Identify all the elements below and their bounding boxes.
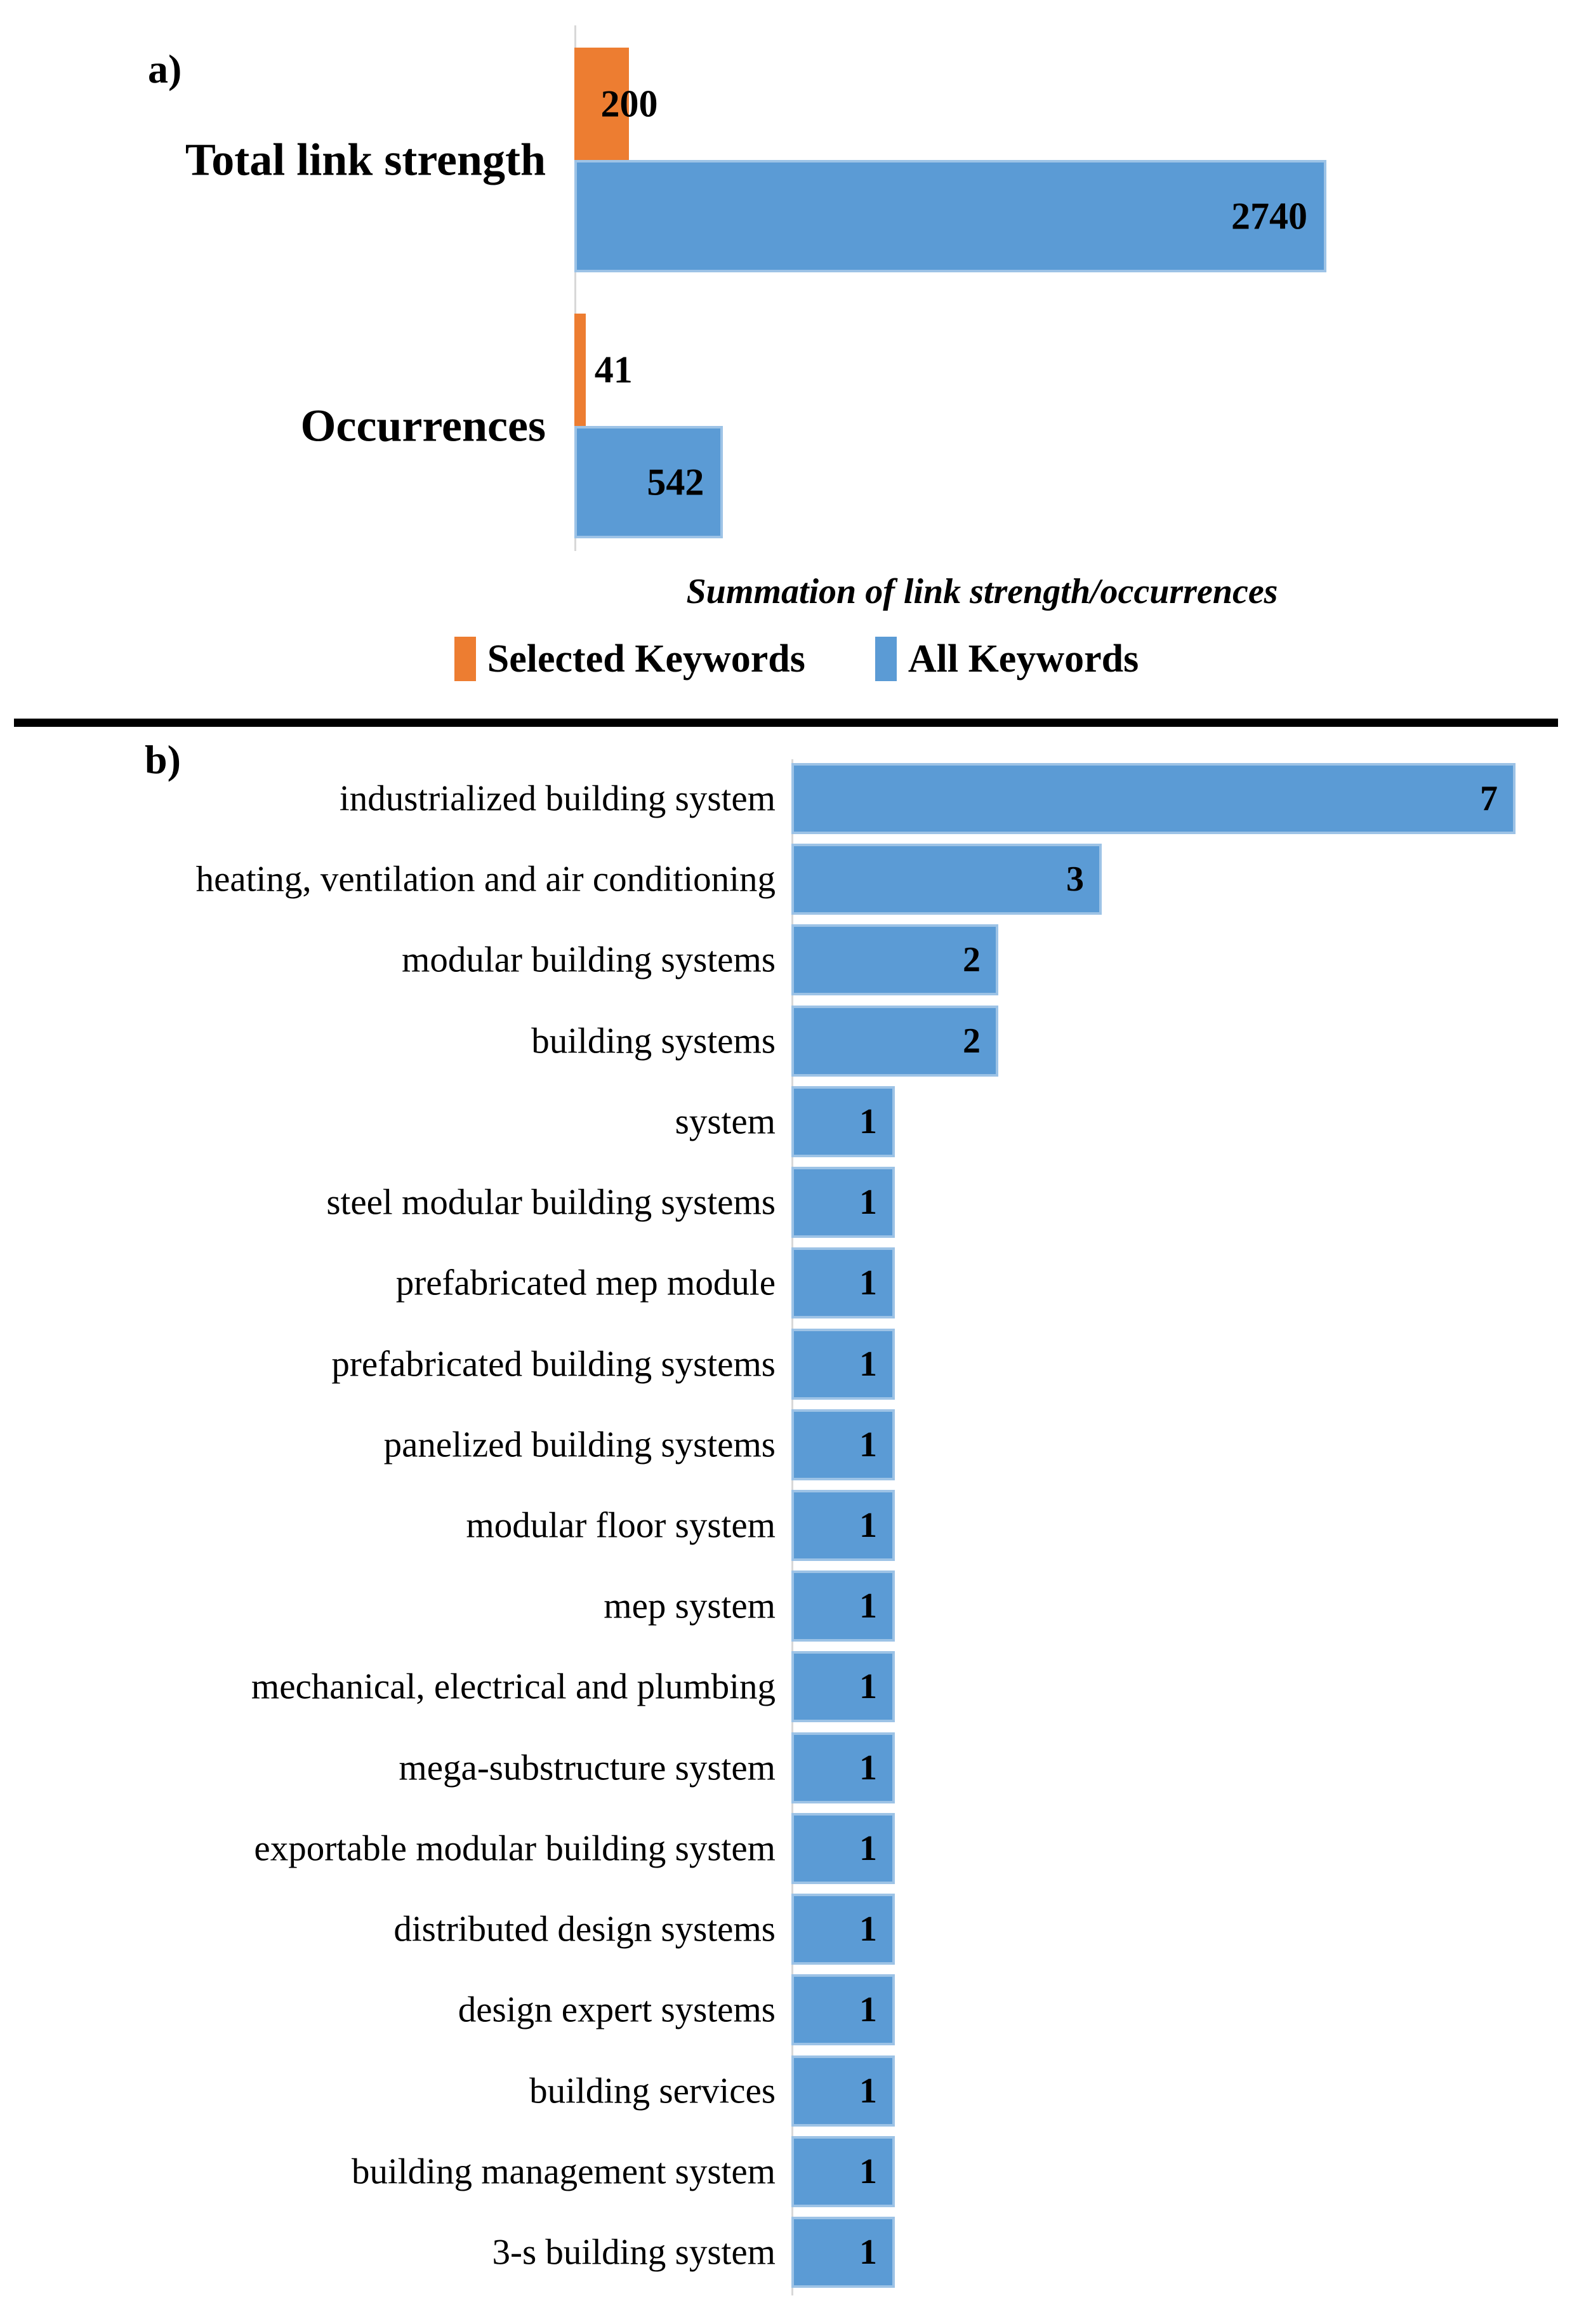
bar-value-label: 1 — [859, 1101, 877, 1141]
legend-label-selected-keywords: Selected Keywords — [487, 637, 805, 681]
bar-system — [791, 1086, 895, 1157]
bar-selected-keywords-occurrences — [574, 314, 586, 426]
legend: Selected Keywords All Keywords — [355, 632, 1238, 686]
bar-value-label: 1 — [859, 1505, 877, 1545]
category-label-design-expert-systems: design expert systems — [458, 1989, 776, 2030]
bar-value-label: 1 — [859, 1263, 877, 1303]
category-label-occurrences: Occurrences — [300, 400, 546, 451]
category-label-exportable-modular-building-system: exportable modular building system — [254, 1828, 776, 1869]
category-label-building-management-system: building management system — [351, 2151, 776, 2192]
bar-design-expert-systems — [791, 1974, 895, 2046]
category-label-heating-ventilation-and-air-conditioning: heating, ventilation and air conditionin… — [195, 859, 776, 900]
bar-mega-substructure-system — [791, 1732, 895, 1803]
bar-value-label: 41 — [594, 349, 633, 390]
bar-value-label: 1 — [859, 1586, 877, 1626]
legend-item-selected-keywords: Selected Keywords — [454, 637, 805, 682]
bar-value-label: 1 — [859, 1183, 877, 1223]
bar-value-label: 7 — [1480, 779, 1498, 818]
category-label-modular-building-systems: modular building systems — [402, 940, 776, 980]
bar-building-systems — [791, 1005, 998, 1077]
bar-mep-system — [791, 1570, 895, 1642]
category-label-3-s-building-system: 3-s building system — [492, 2232, 776, 2273]
category-label-distributed-design-systems: distributed design systems — [393, 1909, 776, 1949]
bar-value-label: 1 — [859, 1748, 877, 1788]
legend-swatch-all-keywords — [875, 637, 897, 681]
bar-3-s-building-system — [791, 2216, 895, 2288]
legend-item-all-keywords: All Keywords — [875, 637, 1139, 682]
bar-all-keywords-total-link-strength — [574, 160, 1326, 272]
category-label-industrialized-building-system: industrialized building system — [339, 778, 776, 819]
category-label-mega-substructure-system: mega-substructure system — [399, 1748, 776, 1788]
bar-value-label: 1 — [859, 1909, 877, 1949]
category-label-building-services: building services — [529, 2071, 776, 2111]
bar-value-label: 1 — [859, 1667, 877, 1707]
bar-value-label: 2740 — [1231, 195, 1307, 237]
bar-value-label: 1 — [859, 1424, 877, 1464]
bar-industrialized-building-system — [791, 763, 1516, 834]
bar-value-label: 1 — [859, 1828, 877, 1868]
category-label-steel-modular-building-systems: steel modular building systems — [326, 1182, 776, 1223]
bar-prefabricated-building-systems — [791, 1328, 895, 1400]
category-label-mechanical-electrical-and-plumbing: mechanical, electrical and plumbing — [251, 1666, 776, 1707]
bar-value-label: 200 — [600, 83, 658, 124]
bar-selected-keywords-total-link-strength — [574, 48, 630, 160]
bar-modular-floor-system — [791, 1489, 895, 1561]
category-label-panelized-building-systems: panelized building systems — [383, 1424, 776, 1465]
x-axis-title: Summation of link strength/occurrences — [686, 572, 1278, 611]
bar-value-label: 2 — [963, 940, 981, 980]
bar-value-label: 2 — [963, 1021, 981, 1061]
bar-value-label: 3 — [1066, 860, 1084, 900]
bar-steel-modular-building-systems — [791, 1167, 895, 1238]
bar-building-services — [791, 2055, 895, 2127]
bar-value-label: 1 — [859, 1344, 877, 1384]
bar-distributed-design-systems — [791, 1894, 895, 1965]
category-label-building-systems: building systems — [531, 1021, 776, 1061]
bar-panelized-building-systems — [791, 1409, 895, 1480]
legend-label-all-keywords: All Keywords — [908, 637, 1139, 681]
category-label-total-link-strength: Total link strength — [185, 134, 546, 185]
y-axis-line-panel-a — [574, 25, 576, 551]
category-label-mep-system: mep system — [604, 1586, 776, 1626]
bar-building-management-system — [791, 2135, 895, 2207]
bar-all-keywords-occurrences — [574, 426, 723, 538]
panel-divider — [14, 719, 1558, 727]
bar-value-label: 1 — [859, 1990, 877, 2030]
bar-prefabricated-mep-module — [791, 1247, 895, 1319]
bar-value-label: 1 — [859, 2151, 877, 2191]
category-label-prefabricated-mep-module: prefabricated mep module — [395, 1263, 776, 1303]
bar-heating-ventilation-and-air-conditioning — [791, 844, 1102, 915]
bar-value-label: 1 — [859, 2071, 877, 2111]
bar-value-label: 542 — [647, 461, 704, 503]
bar-value-label: 1 — [859, 2232, 877, 2272]
panel-a-tag: a) — [148, 46, 182, 91]
category-label-prefabricated-building-systems: prefabricated building systems — [331, 1344, 776, 1384]
bar-modular-building-systems — [791, 924, 998, 996]
legend-swatch-selected-keywords — [454, 637, 476, 681]
bar-exportable-modular-building-system — [791, 1812, 895, 1884]
category-label-system: system — [675, 1101, 776, 1142]
category-label-modular-floor-system: modular floor system — [466, 1505, 776, 1546]
panel-b-tag: b) — [145, 737, 181, 782]
bar-mechanical-electrical-and-plumbing — [791, 1651, 895, 1723]
